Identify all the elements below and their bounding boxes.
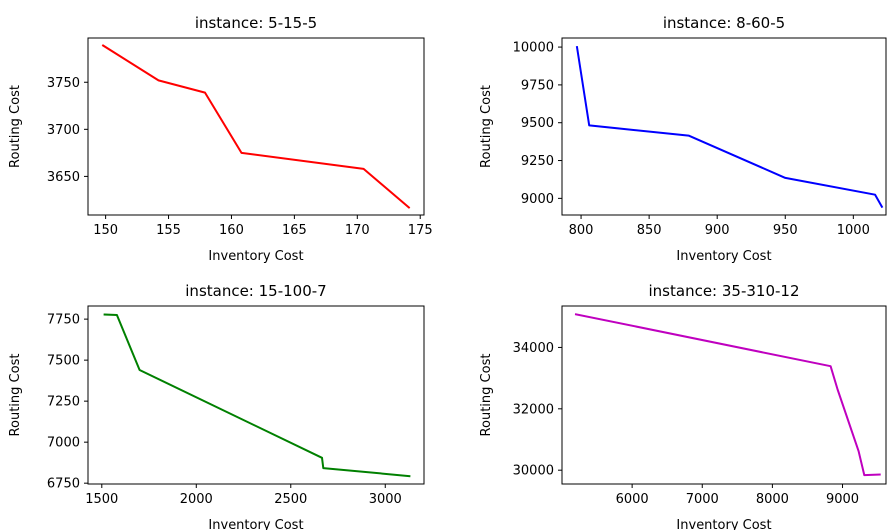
x-tick-label: 1000 — [837, 223, 870, 238]
x-tick-label: 155 — [156, 223, 181, 238]
y-tick-label: 3700 — [47, 123, 80, 138]
x-axis-label: Inventory Cost — [676, 249, 771, 264]
y-tick-label: 6750 — [47, 477, 80, 492]
y-tick-label: 9000 — [521, 192, 554, 207]
y-tick-label: 7500 — [47, 354, 80, 369]
x-tick-label: 7000 — [686, 492, 719, 507]
chart-panel-instance-15-100-7: 1500 2000 2500 3000 6750 7000 7250 7500 7750 inst… — [8, 282, 425, 530]
x-tick-label: 9000 — [826, 492, 859, 507]
series-line — [575, 45, 884, 209]
y-tick-label: 30000 — [513, 464, 554, 479]
y-tick-label: 3750 — [47, 76, 80, 91]
y-axis-label: Routing Cost — [479, 354, 494, 437]
chart-title: instance: 35-310-12 — [649, 282, 800, 300]
x-tick-label: 3000 — [369, 492, 402, 507]
plot-frame — [87, 37, 425, 216]
plot-frame — [561, 37, 887, 216]
y-tick-label: 9750 — [521, 78, 554, 93]
y-tick-label: 7750 — [47, 313, 80, 328]
plot-frame — [87, 305, 425, 485]
series-line — [101, 44, 411, 209]
x-tick-label: 170 — [345, 223, 370, 238]
x-axis-label: Inventory Cost — [208, 518, 303, 530]
chart-title: instance: 8-60-5 — [663, 14, 785, 32]
y-tick-label: 7250 — [47, 395, 80, 410]
y-axis-label: Routing Cost — [8, 85, 23, 168]
y-tick-label: 9250 — [521, 154, 554, 169]
x-tick-label: 900 — [705, 223, 730, 238]
y-tick-label: 7000 — [47, 436, 80, 451]
series-line — [574, 313, 881, 477]
x-tick-label: 2000 — [180, 492, 213, 507]
chart-title: instance: 5-15-5 — [195, 14, 317, 32]
chart-title: instance: 15-100-7 — [185, 282, 326, 300]
chart-panel-instance-8-60-5: 800 850 900 950 1000 9000 9250 9500 9750 10000 ins… — [479, 14, 887, 264]
plot-frame — [561, 305, 887, 485]
x-tick-label: 1500 — [85, 492, 118, 507]
x-axis-label: Inventory Cost — [676, 518, 771, 530]
y-axis-label: Routing Cost — [8, 354, 23, 437]
chart-panel-instance-5-15-5: 150 155 160 165 170 175 3650 3700 3750 instance: … — [8, 14, 433, 264]
x-tick-label: 800 — [569, 223, 594, 238]
y-tick-label: 3650 — [47, 170, 80, 185]
x-tick-label: 950 — [773, 223, 798, 238]
y-tick-label: 32000 — [513, 402, 554, 417]
x-tick-label: 6000 — [616, 492, 649, 507]
x-tick-label: 165 — [282, 223, 307, 238]
y-axis-label: Routing Cost — [479, 85, 494, 168]
y-tick-label: 34000 — [513, 341, 554, 356]
y-tick-label: 9500 — [521, 116, 554, 131]
series-line — [103, 313, 411, 478]
y-tick-label: 10000 — [513, 41, 554, 56]
x-tick-label: 150 — [93, 223, 118, 238]
x-tick-label: 8000 — [756, 492, 789, 507]
x-tick-label: 160 — [219, 223, 244, 238]
x-axis-label: Inventory Cost — [208, 249, 303, 264]
x-tick-label: 2500 — [274, 492, 307, 507]
x-tick-label: 175 — [408, 223, 433, 238]
x-tick-label: 850 — [637, 223, 662, 238]
chart-panel-instance-35-310-12: 6000 7000 8000 9000 30000 32000 34000 instance:… — [479, 282, 887, 530]
